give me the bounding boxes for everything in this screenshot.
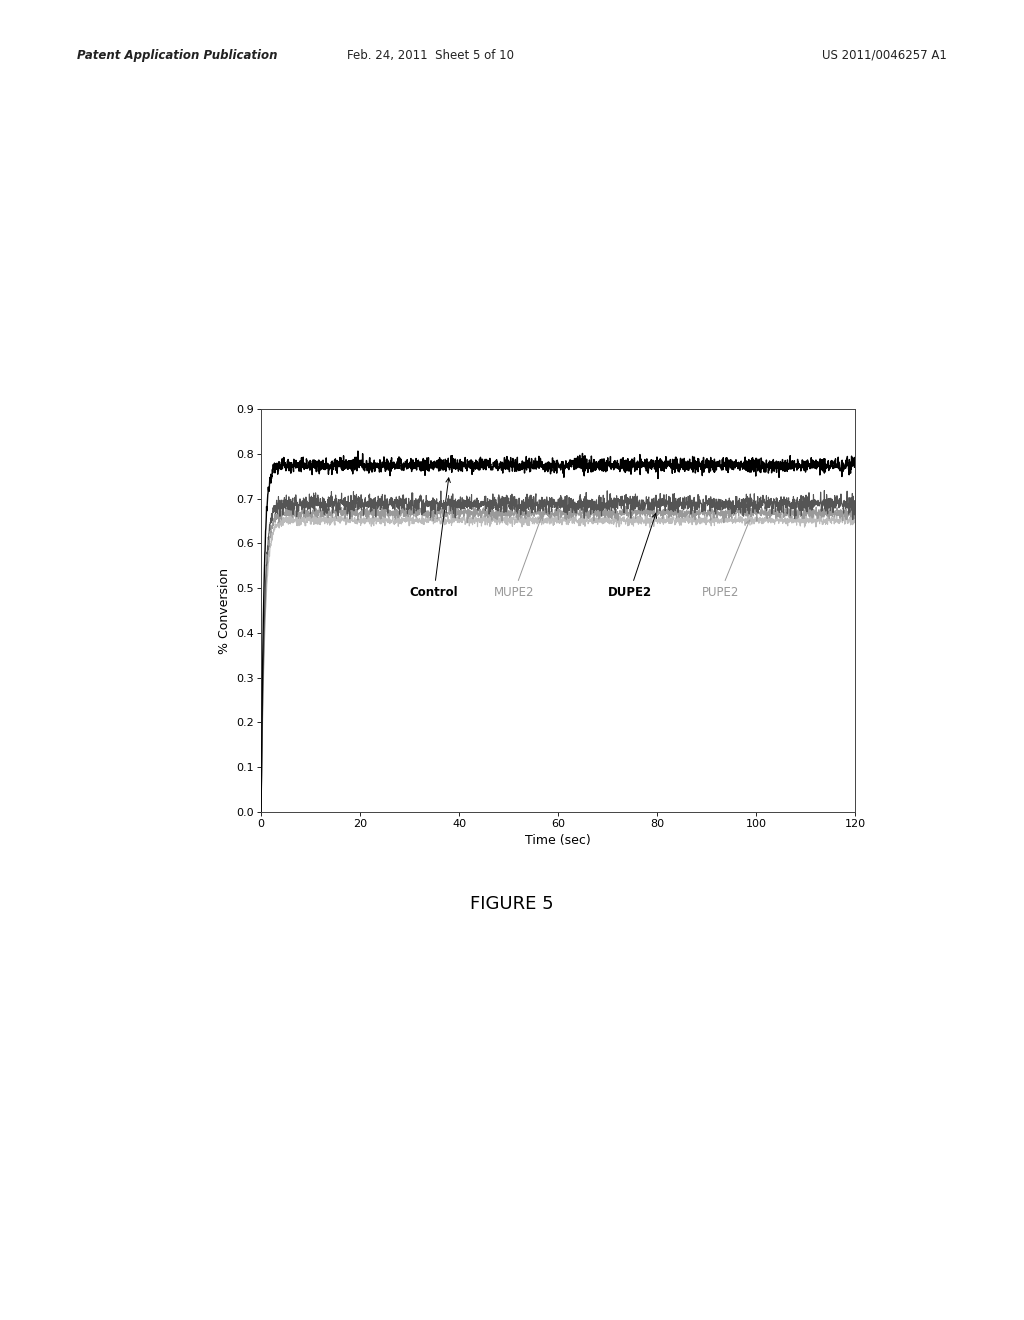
X-axis label: Time (sec): Time (sec) xyxy=(525,834,591,847)
Text: Feb. 24, 2011  Sheet 5 of 10: Feb. 24, 2011 Sheet 5 of 10 xyxy=(346,49,514,62)
Text: US 2011/0046257 A1: US 2011/0046257 A1 xyxy=(822,49,947,62)
Text: Control: Control xyxy=(410,478,458,599)
Text: Patent Application Publication: Patent Application Publication xyxy=(77,49,278,62)
Text: PUPE2: PUPE2 xyxy=(701,520,750,599)
Text: MUPE2: MUPE2 xyxy=(494,516,543,599)
Y-axis label: % Conversion: % Conversion xyxy=(218,568,230,653)
Text: DUPE2: DUPE2 xyxy=(607,513,656,599)
Text: FIGURE 5: FIGURE 5 xyxy=(470,895,554,913)
